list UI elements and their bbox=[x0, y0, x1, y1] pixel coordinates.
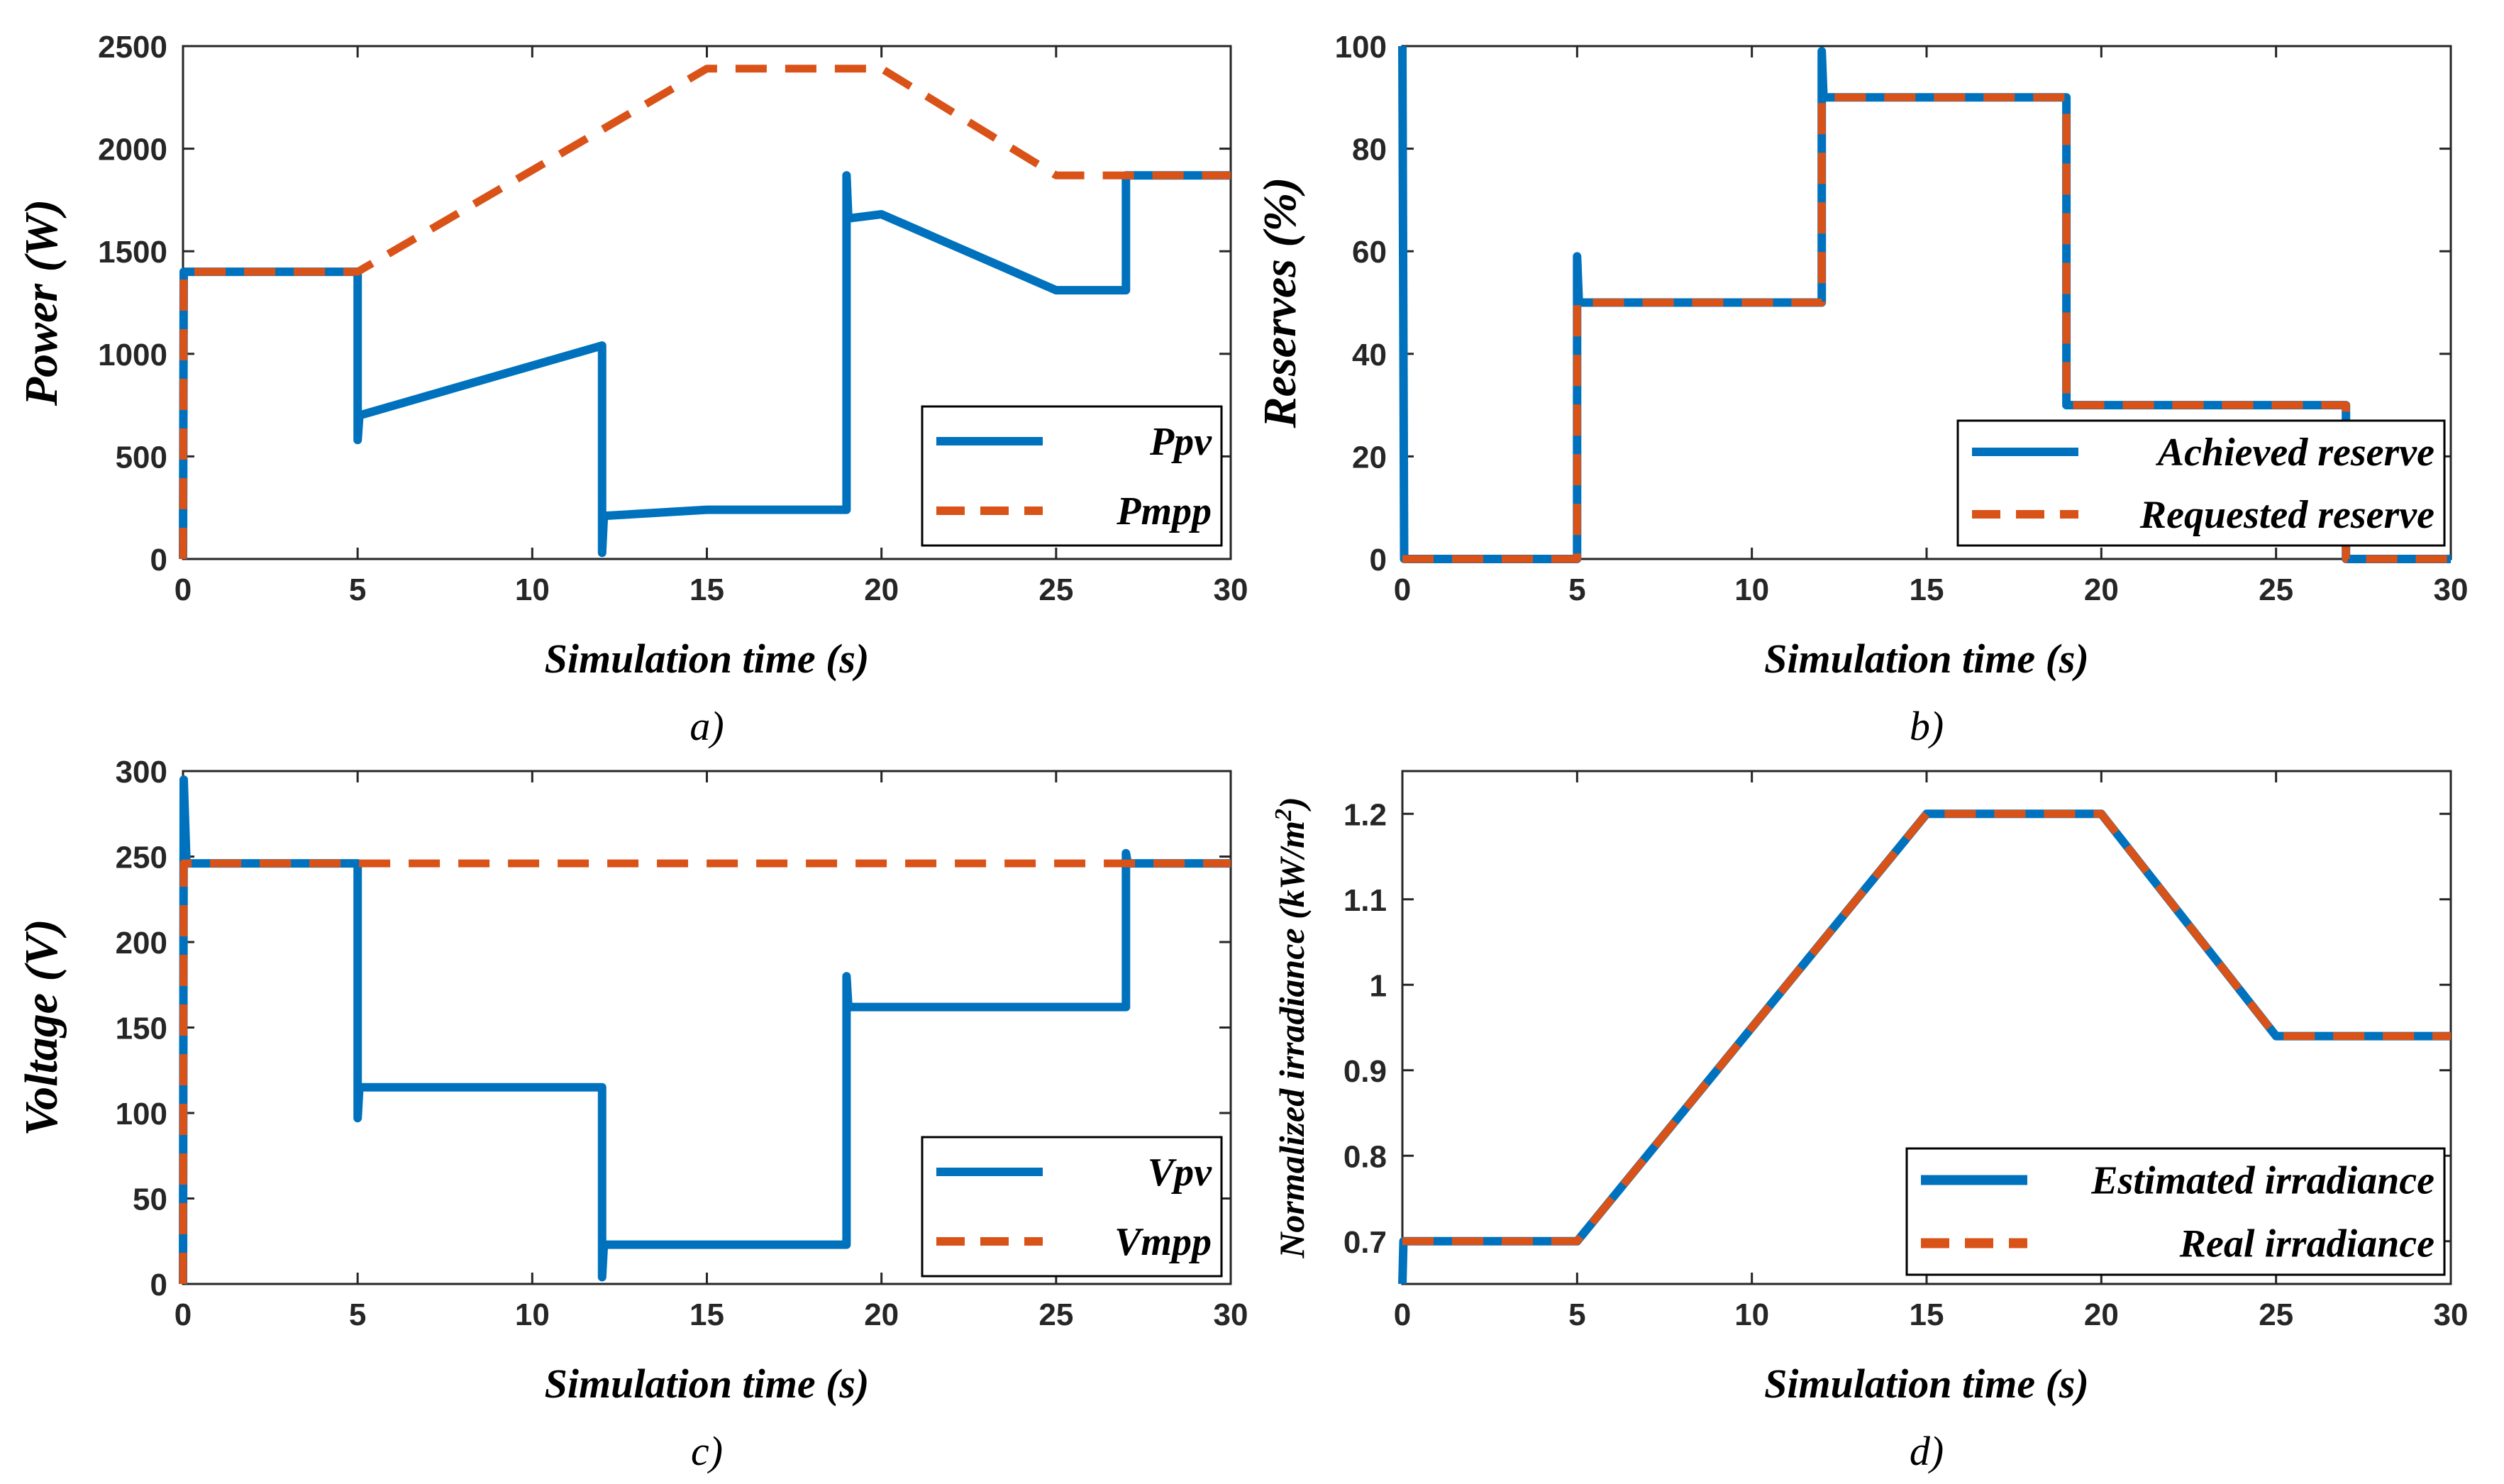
legend-label: Vpv bbox=[1148, 1151, 1212, 1195]
y-tick-label: 1.2 bbox=[1344, 797, 1387, 832]
x-axis-label: Simulation time (s) bbox=[1764, 1361, 2089, 1407]
x-tick-label: 0 bbox=[1394, 1297, 1411, 1332]
y-tick-label: 50 bbox=[133, 1183, 167, 1217]
y-axis-label: Normalized irradiance (kW/m2) bbox=[1270, 797, 1312, 1258]
x-tick-label: 5 bbox=[349, 1297, 366, 1332]
panel-a-power: 0 5 10 15 20 25 30 0 500 1000 1500 2000 2500 Simulati… bbox=[16, 30, 1248, 749]
panel-d-irradiance: 0 5 10 15 20 25 30 0.7 0.8 0.9 1 1.1 1.2 Simulation t… bbox=[1270, 770, 2469, 1474]
x-axis-label: Simulation time (s) bbox=[1764, 636, 2089, 682]
x-tick-label: 25 bbox=[1038, 572, 1073, 607]
legend-label: Ppv bbox=[1149, 420, 1212, 464]
y-tick-label: 0 bbox=[150, 1268, 167, 1302]
y-tick-label: 1500 bbox=[98, 235, 167, 270]
legend-label: Achieved reserve bbox=[2156, 431, 2434, 475]
x-tick-label: 10 bbox=[515, 572, 550, 607]
panel-caption: b) bbox=[1910, 703, 1944, 749]
legend-label: Pmpp bbox=[1116, 489, 1212, 533]
x-tick-label: 0 bbox=[174, 572, 192, 607]
y-tick-label: 40 bbox=[1352, 338, 1387, 372]
x-tick-label: 15 bbox=[689, 1297, 724, 1332]
x-tick-label: 0 bbox=[1394, 572, 1411, 607]
x-tick-label: 20 bbox=[864, 1297, 899, 1332]
legend-label: Real irradiance bbox=[2179, 1222, 2434, 1266]
y-axis-label: Voltage (V) bbox=[16, 919, 67, 1136]
legend-box bbox=[1905, 1147, 2446, 1276]
y-tick-label: 500 bbox=[116, 440, 167, 475]
x-tick-label: 20 bbox=[864, 572, 899, 607]
series-line-ppv bbox=[179, 171, 1231, 560]
y-tick-label: 60 bbox=[1352, 235, 1387, 270]
x-axis-label: Simulation time (s) bbox=[545, 1361, 870, 1407]
y-tick-label: 0.7 bbox=[1344, 1225, 1387, 1260]
y-tick-label: 200 bbox=[116, 926, 167, 960]
panel-c-voltage: 0 5 10 15 20 25 30050100150200250300Simulation… bbox=[16, 755, 1248, 1474]
x-tick-label: 5 bbox=[349, 572, 366, 607]
x-tick-label: 10 bbox=[1734, 572, 1769, 607]
x-tick-label: 25 bbox=[1038, 1297, 1073, 1332]
x-tick-label: 10 bbox=[1734, 1297, 1769, 1332]
x-tick-label: 30 bbox=[2434, 1297, 2469, 1332]
y-tick-label: 0.8 bbox=[1344, 1139, 1387, 1174]
legend-box bbox=[921, 1136, 1223, 1278]
y-tick-label: 80 bbox=[1352, 133, 1387, 167]
x-tick-label: 25 bbox=[2259, 1297, 2293, 1332]
y-axis-label: Power (W) bbox=[16, 199, 67, 406]
legend-box bbox=[1956, 419, 2446, 547]
x-tick-label: 20 bbox=[2084, 572, 2119, 607]
x-tick-label: 30 bbox=[1214, 1297, 1248, 1332]
y-axis-label: Reserves (%) bbox=[1254, 177, 1306, 429]
y-tick-label: 100 bbox=[116, 1097, 167, 1131]
y-tick-label: 20 bbox=[1352, 440, 1387, 475]
y-tick-label: 100 bbox=[1335, 30, 1387, 65]
panel-caption: d) bbox=[1910, 1428, 1944, 1474]
x-tick-label: 15 bbox=[1910, 1297, 1944, 1332]
legend-label: Vmpp bbox=[1114, 1220, 1212, 1264]
y-tick-label: 1.1 bbox=[1344, 883, 1387, 918]
legend-label: Requested reserve bbox=[2139, 493, 2434, 537]
legend-box bbox=[921, 405, 1223, 547]
y-tick-label: 1 bbox=[1370, 968, 1387, 1003]
y-tick-label: 0 bbox=[150, 543, 167, 577]
x-tick-label: 20 bbox=[2084, 1297, 2119, 1332]
y-tick-label: 300 bbox=[116, 755, 167, 790]
series-line-pmpp bbox=[179, 65, 1231, 560]
panel-caption: a) bbox=[689, 703, 724, 749]
x-tick-label: 5 bbox=[1568, 572, 1585, 607]
x-tick-label: 0 bbox=[174, 1297, 192, 1332]
x-tick-label: 15 bbox=[689, 572, 724, 607]
y-tick-label: 250 bbox=[116, 841, 167, 875]
y-tick-label: 2500 bbox=[98, 30, 167, 65]
panel-b-reserves: 0 5 10 15 20 25 30 0 20 40 60 80 100 Simulation time … bbox=[1254, 30, 2468, 749]
x-axis-label: Simulation time (s) bbox=[545, 636, 870, 682]
y-tick-label: 0 bbox=[1370, 543, 1387, 577]
y-tick-label: 150 bbox=[116, 1012, 167, 1046]
y-tick-label: 0.9 bbox=[1344, 1054, 1387, 1089]
x-tick-label: 10 bbox=[515, 1297, 550, 1332]
panel-caption: c) bbox=[691, 1428, 723, 1474]
x-tick-label: 25 bbox=[2259, 572, 2293, 607]
series-line-real-irradiance bbox=[1402, 809, 2451, 1246]
x-tick-label: 30 bbox=[2434, 572, 2469, 607]
legend-label: Estimated irradiance bbox=[2090, 1159, 2434, 1203]
y-tick-label: 2000 bbox=[98, 133, 167, 167]
x-tick-label: 15 bbox=[1910, 572, 1944, 607]
x-tick-label: 5 bbox=[1568, 1297, 1585, 1332]
series-line-vmpp bbox=[179, 859, 1231, 1285]
y-tick-label: 1000 bbox=[98, 338, 167, 372]
x-tick-label: 30 bbox=[1214, 572, 1248, 607]
